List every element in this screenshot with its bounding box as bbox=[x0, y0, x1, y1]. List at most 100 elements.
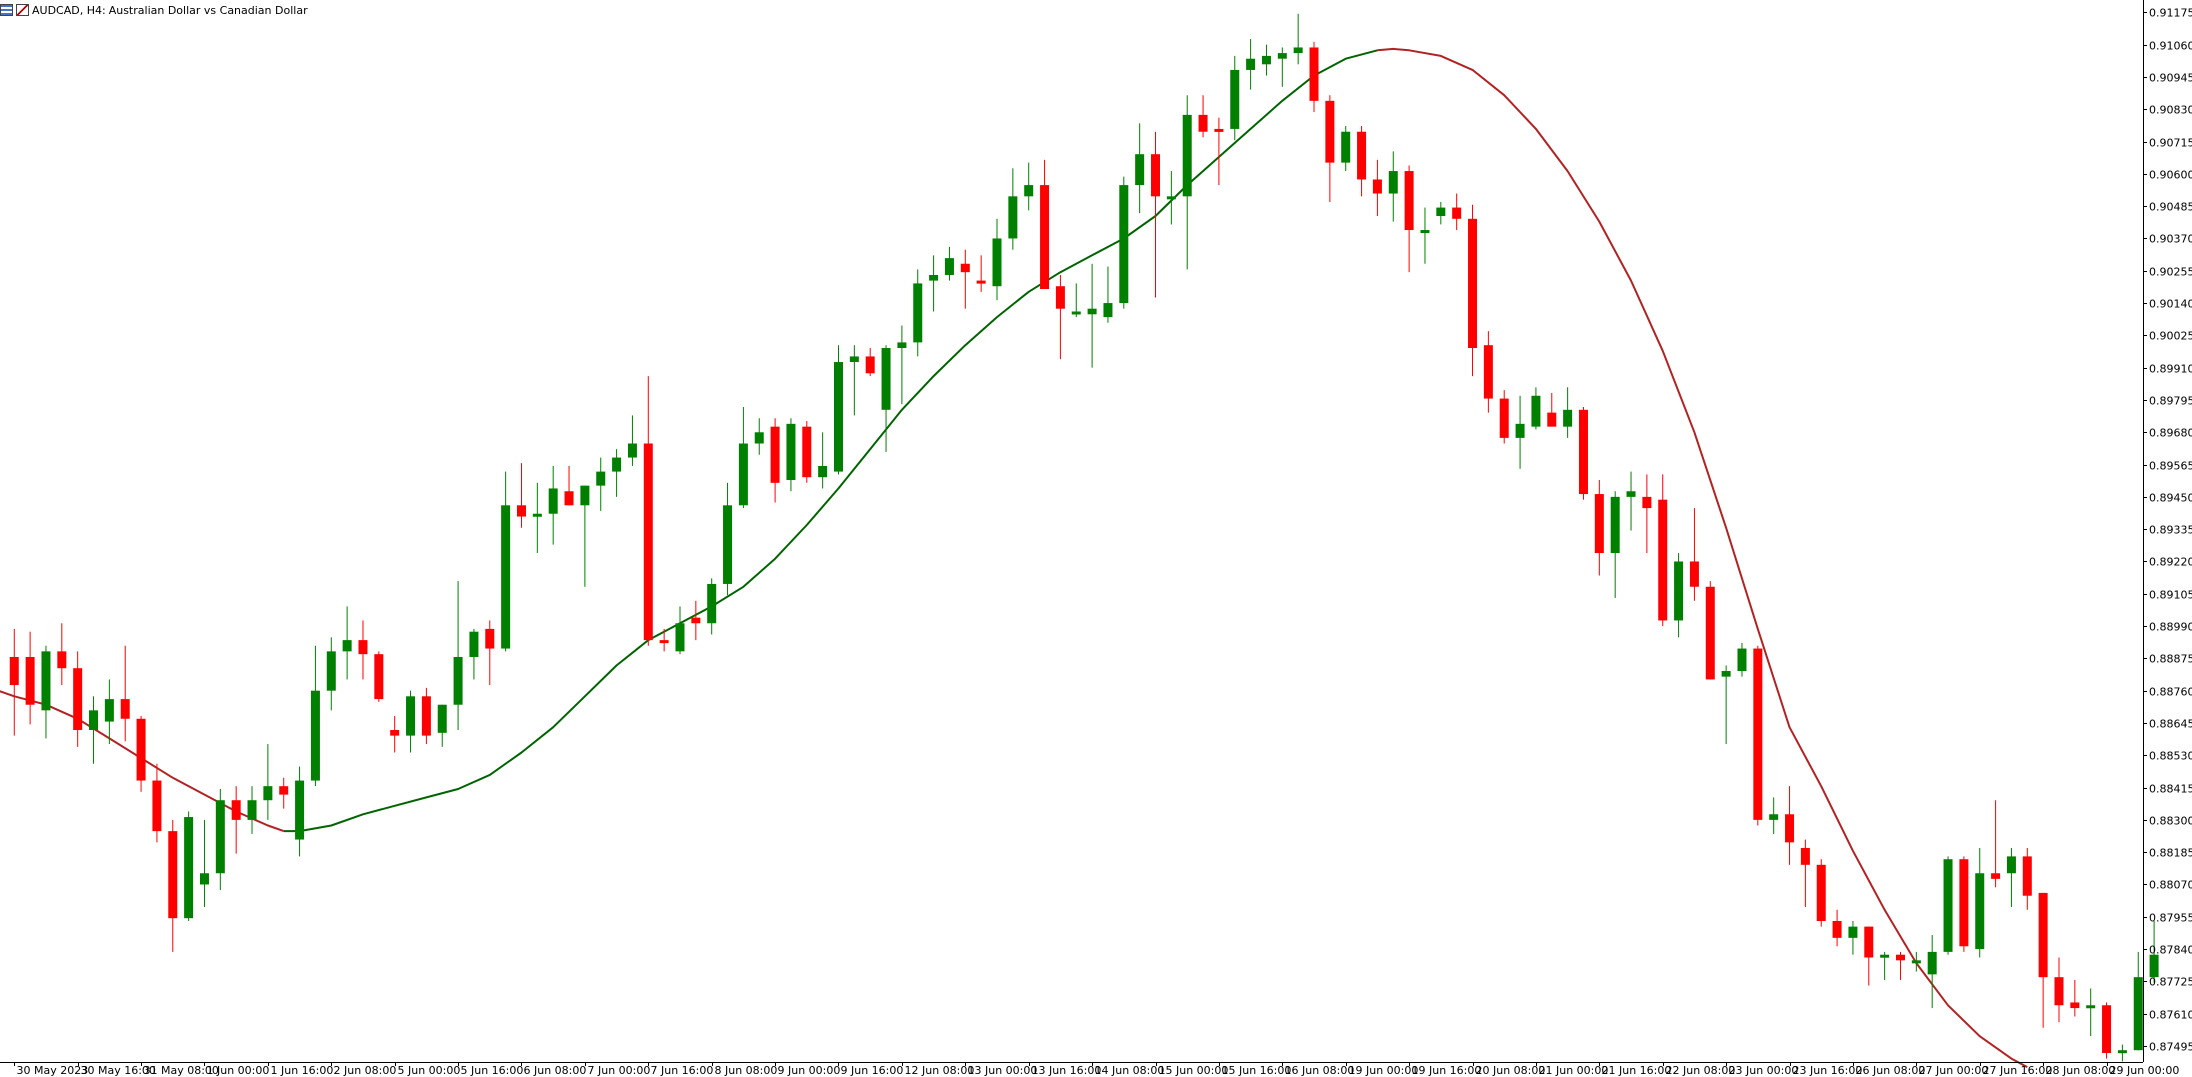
candle-body bbox=[1737, 648, 1747, 672]
bull-candle bbox=[2086, 988, 2096, 1037]
time-tick-label: 1 Jun 00:00 bbox=[207, 1064, 270, 1077]
candle-body bbox=[1151, 154, 1161, 197]
time-tick-label: 1 Jun 16:00 bbox=[271, 1064, 334, 1077]
candle-body bbox=[754, 432, 764, 444]
bear-candle bbox=[374, 651, 384, 702]
candle-body bbox=[120, 699, 130, 719]
price-tick-label: 0.87840 bbox=[2149, 944, 2192, 957]
candle-body bbox=[818, 465, 828, 478]
bear-candle bbox=[231, 786, 241, 854]
price-tick-label: 0.88760 bbox=[2149, 686, 2192, 699]
candle-body bbox=[2006, 856, 2016, 874]
candle-body bbox=[2038, 892, 2048, 978]
bear-candle bbox=[1404, 165, 1414, 273]
bull-candle bbox=[1388, 151, 1398, 222]
bear-candle bbox=[2038, 892, 2048, 1028]
bull-candle bbox=[723, 482, 733, 596]
bull-candle bbox=[1293, 13, 1303, 65]
candle-body bbox=[770, 426, 780, 483]
time-tick-label: 19 Jun 16:00 bbox=[1412, 1064, 1482, 1077]
candle-body bbox=[215, 800, 225, 874]
bull-candle bbox=[1008, 168, 1018, 250]
candle-body bbox=[1055, 286, 1065, 309]
price-tick-label: 0.90600 bbox=[2149, 169, 2192, 182]
bull-candle bbox=[1119, 176, 1129, 309]
bull-candle bbox=[786, 418, 796, 492]
candle-body bbox=[2086, 1005, 2096, 1009]
bull-candle bbox=[2006, 847, 2016, 907]
time-tick-label: 13 Jun 00:00 bbox=[968, 1064, 1038, 1077]
candle-body bbox=[1991, 873, 2001, 879]
bear-candle bbox=[25, 631, 35, 725]
candle-body bbox=[1483, 345, 1493, 399]
bull-candle bbox=[1911, 951, 1921, 972]
bear-candle bbox=[57, 623, 67, 686]
candle-body bbox=[1341, 131, 1351, 163]
candle-body bbox=[976, 280, 986, 284]
bull-candle bbox=[944, 246, 954, 281]
price-tick-label: 0.89105 bbox=[2149, 589, 2192, 602]
time-tick-label: 15 Jun 16:00 bbox=[1222, 1064, 1292, 1077]
candle-body bbox=[1166, 196, 1176, 200]
time-tick-label: 26 Jun 08:00 bbox=[1856, 1064, 1926, 1077]
time-tick-label: 19 Jun 00:00 bbox=[1349, 1064, 1419, 1077]
candle-body bbox=[1880, 954, 1890, 958]
price-tick-label: 0.90715 bbox=[2149, 137, 2192, 150]
price-tick-label: 0.90485 bbox=[2149, 201, 2192, 214]
bear-candle bbox=[152, 763, 162, 843]
price-tick-label: 0.91060 bbox=[2149, 40, 2192, 53]
candle-body bbox=[1911, 960, 1921, 964]
candle-body bbox=[1848, 926, 1858, 938]
bull-candle bbox=[1166, 171, 1176, 225]
bull-candle bbox=[612, 449, 622, 497]
price-axis[interactable]: 0.91175 0.91060 0.90945 0.90830 0.90715 0.906… bbox=[2143, 0, 2192, 1062]
candle-body bbox=[1261, 55, 1271, 65]
bull-candle bbox=[833, 345, 843, 475]
bull-candle bbox=[1024, 162, 1034, 211]
candle-body bbox=[612, 457, 622, 472]
chart-type-icon[interactable] bbox=[16, 4, 29, 16]
chart-grid-icon[interactable] bbox=[0, 4, 13, 16]
candle-body bbox=[2133, 977, 2143, 1051]
bear-candle bbox=[1055, 274, 1065, 360]
candle-body bbox=[849, 356, 859, 363]
candle-body bbox=[1071, 311, 1081, 315]
price-tick-label: 0.89910 bbox=[2149, 363, 2192, 376]
bull-candle bbox=[532, 482, 542, 554]
bull-candle bbox=[1563, 387, 1573, 438]
time-tick-label: 7 Jun 00:00 bbox=[588, 1064, 651, 1077]
bear-candle bbox=[136, 715, 146, 792]
bull-candle bbox=[2117, 1044, 2127, 1062]
candle-body bbox=[342, 640, 352, 652]
candle-body bbox=[1864, 926, 1874, 958]
candle-body bbox=[89, 710, 99, 731]
bear-candle bbox=[1800, 839, 1810, 907]
bull-candle bbox=[1420, 207, 1430, 264]
bear-candle bbox=[1864, 926, 1874, 986]
candle-body bbox=[1468, 218, 1478, 349]
bull-candle bbox=[247, 786, 257, 834]
candle-body bbox=[865, 356, 875, 374]
price-tick-label: 0.90370 bbox=[2149, 233, 2192, 246]
candle-body bbox=[1325, 100, 1335, 163]
candle-body bbox=[643, 443, 653, 641]
bear-candle bbox=[1594, 480, 1604, 576]
price-tick-label: 0.88645 bbox=[2149, 718, 2192, 731]
bear-candle bbox=[691, 600, 701, 641]
bear-candle bbox=[1578, 406, 1588, 500]
candle-body bbox=[1563, 409, 1573, 427]
candle-body bbox=[199, 873, 209, 885]
time-tick-label: 8 Jun 08:00 bbox=[715, 1064, 778, 1077]
candle-body bbox=[1436, 207, 1446, 216]
price-tick-label: 0.90830 bbox=[2149, 104, 2192, 117]
candle-body bbox=[913, 283, 923, 343]
bull-candle bbox=[1880, 951, 1890, 980]
moving-average-down-segment bbox=[1377, 47, 2028, 1068]
candle-body bbox=[516, 505, 526, 517]
candle-body bbox=[1230, 69, 1240, 129]
candle-body bbox=[310, 690, 320, 781]
bull-candle bbox=[295, 766, 305, 857]
candle-body bbox=[2102, 1005, 2112, 1054]
